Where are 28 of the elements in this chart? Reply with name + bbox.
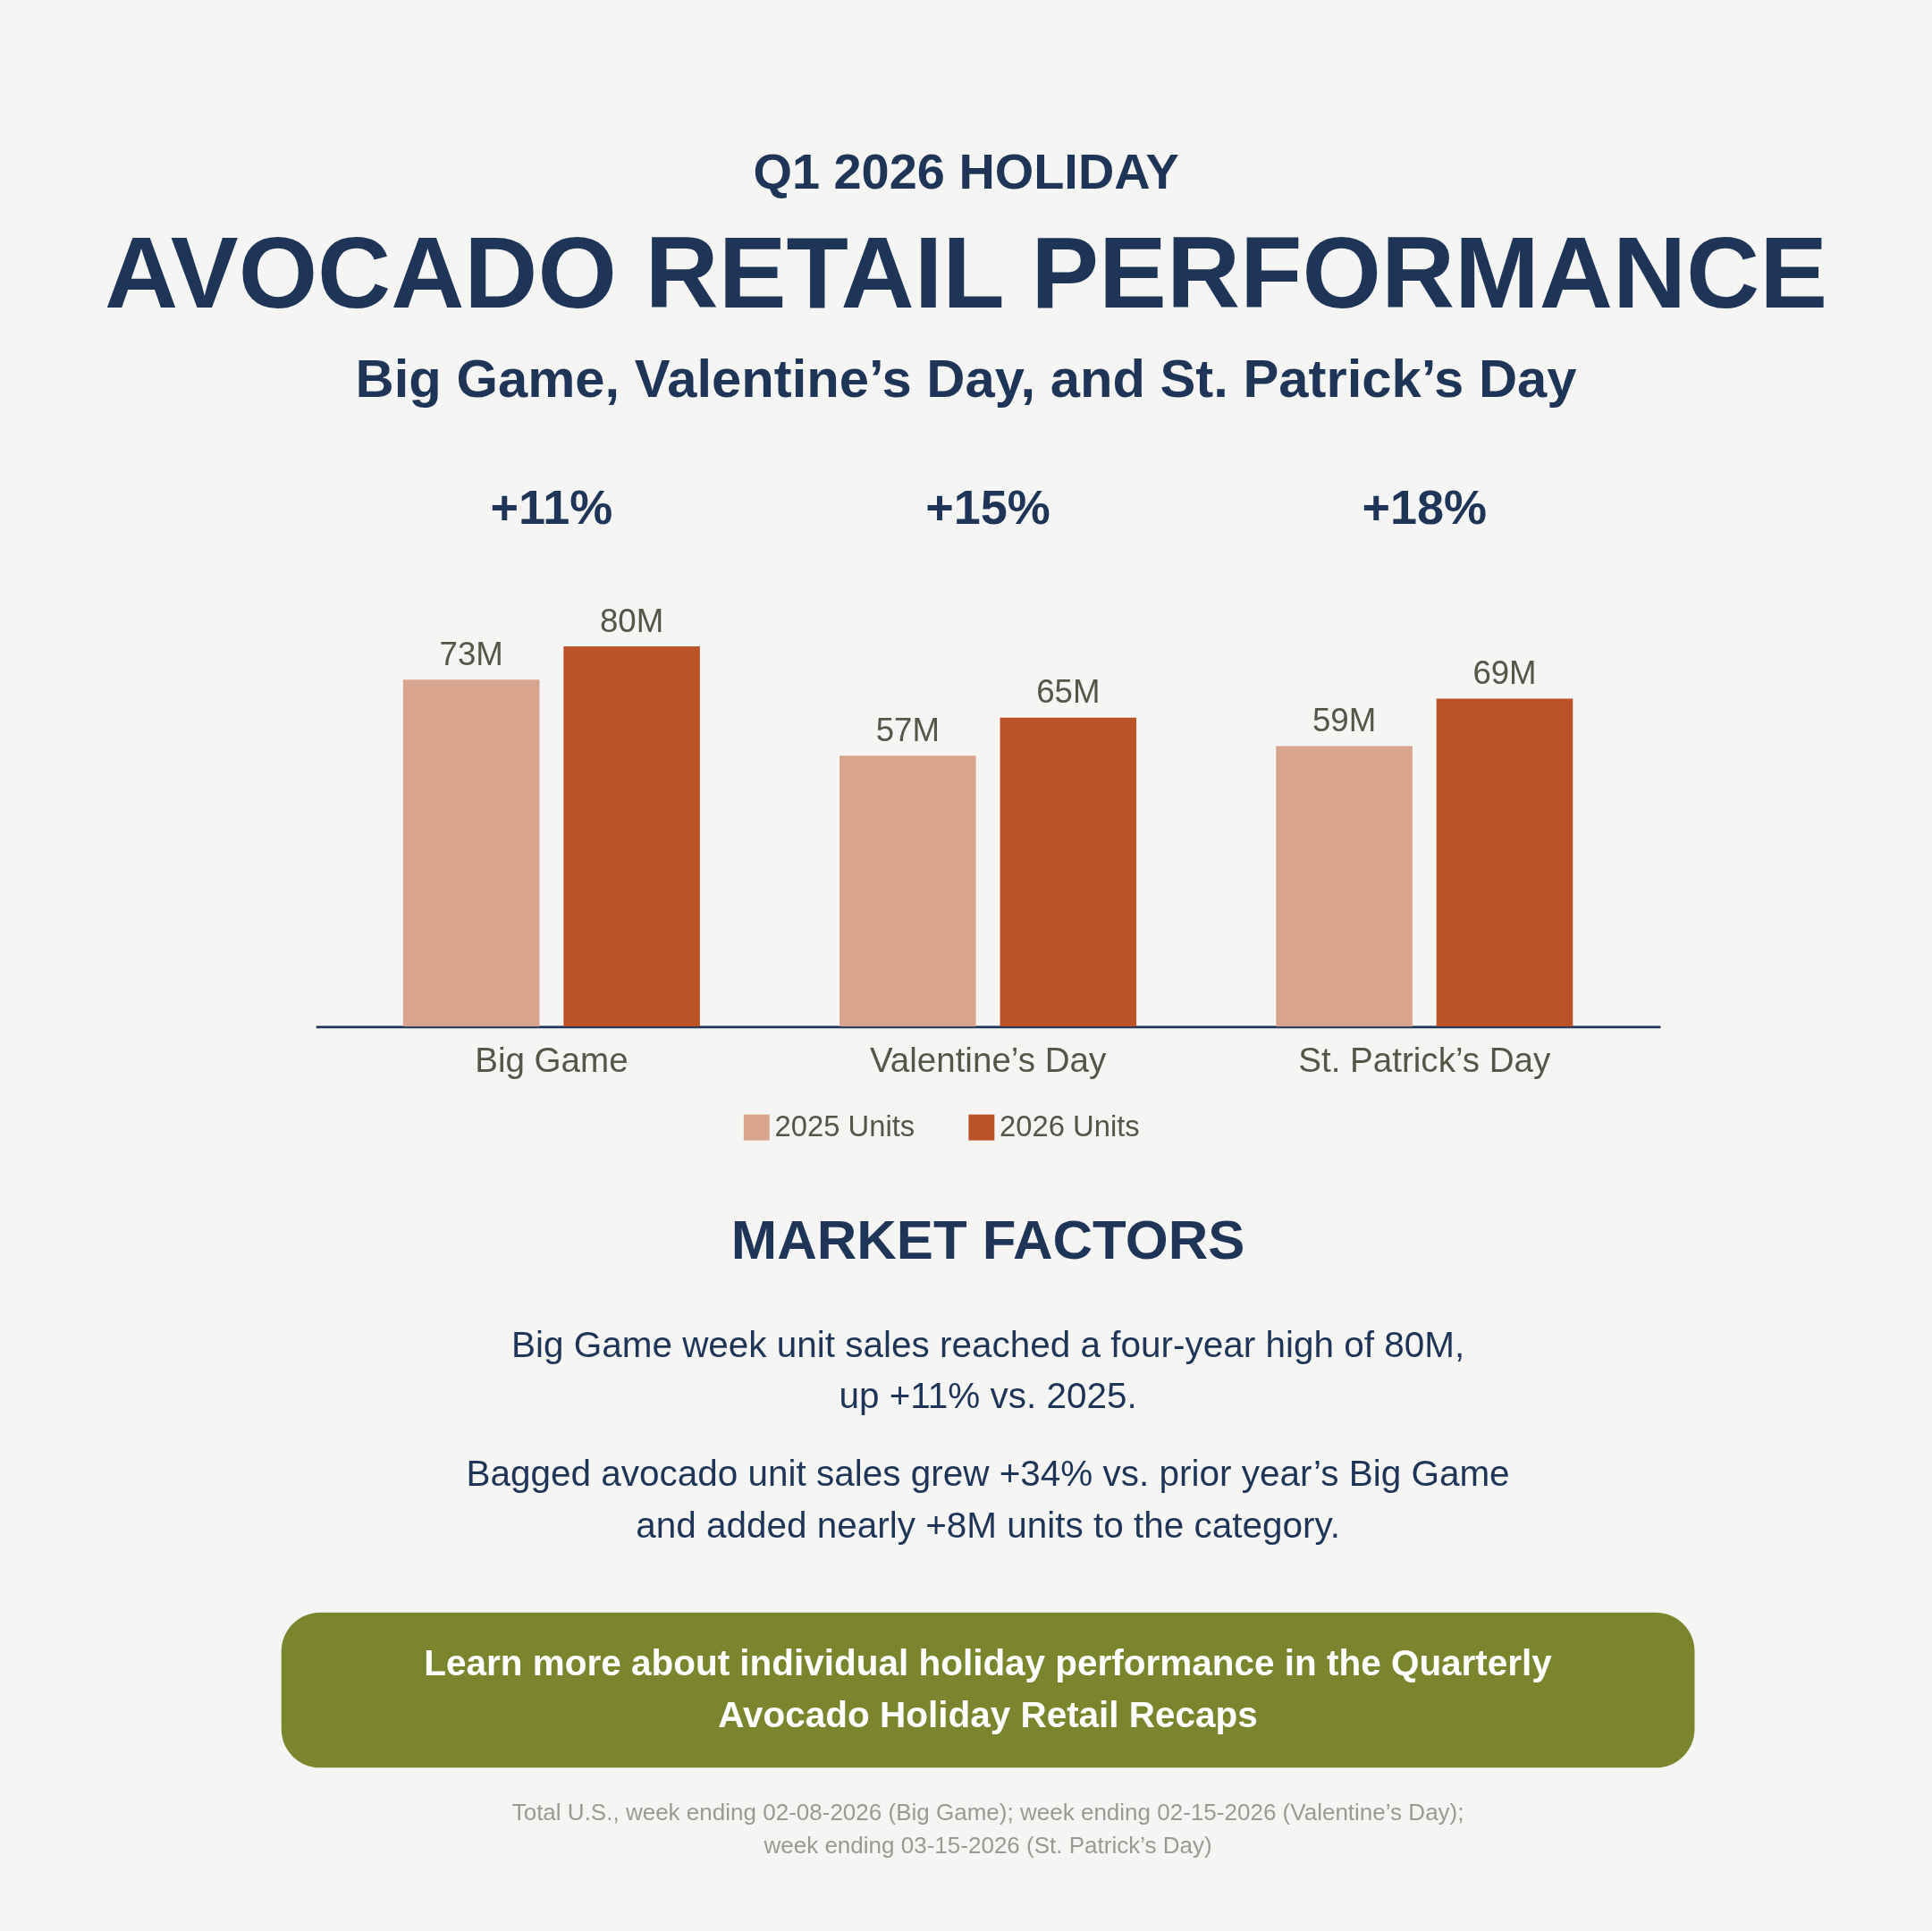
text: Q1 2026 HOLIDAY [753,142,1179,199]
x-tick-label: Valentine’s Day [869,1040,1107,1079]
data-label: 69M [1472,654,1537,692]
bar [839,755,976,1027]
data-label: 59M [1312,702,1377,739]
text: +11% [490,480,613,535]
text: Learn more about individual holiday performance in the Quarterly Avocado Holiday Retail Recaps [424,1642,1553,1735]
text: Big Game week unit sales reached a four-year high of 80M, up +11% vs. 2025. [510,1323,1465,1417]
x-tick-label: St. Patrick’s Day [1298,1040,1552,1079]
bar [1000,717,1137,1027]
bar [563,645,700,1027]
data-label: 57M [875,711,940,748]
text: Total U.S., week ending 02-08-2026 (Big Game); week ending 02-15-2026 (Valentine’s Day); week ending 03-15-2026 (St. Patrick’s Day) [511,1799,1464,1859]
bar [1276,746,1413,1027]
chart-subtitle: Big Game, Valentine’s Day, and St. Patrick’s Day [355,348,1577,409]
bar [402,679,540,1027]
text: Bagged avocado unit sales grew +34% vs. prior year’s Big Game and added nearly +8M units to the category. [466,1453,1510,1546]
text: +18% [1362,480,1488,535]
text: +15% [925,480,1050,535]
data-label: 80M [600,602,664,639]
chart-title: AVOCADO RETAIL PERFORMANCE [105,215,1828,329]
bar [1436,698,1573,1027]
legend-label: 2025 Units [774,1109,915,1143]
legend-label: 2026 Units [1000,1109,1140,1143]
x-tick-label: Big Game [475,1040,629,1079]
data-label: 73M [439,635,503,672]
text: MARKET FACTORS [730,1208,1245,1270]
data-label: 65M [1036,673,1101,711]
